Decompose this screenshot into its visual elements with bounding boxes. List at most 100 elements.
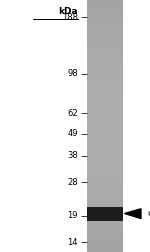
Bar [87, 16, 123, 18]
Bar [87, 43, 123, 44]
Bar [87, 51, 123, 52]
Bar [87, 171, 123, 172]
Bar [87, 210, 123, 211]
Bar [87, 201, 123, 203]
Bar [87, 4, 123, 5]
Bar [87, 105, 123, 106]
Bar [87, 185, 123, 186]
Bar [87, 214, 123, 215]
Bar [87, 251, 123, 252]
Bar [87, 234, 123, 236]
Bar [87, 77, 123, 79]
Bar [87, 5, 123, 6]
Bar [87, 100, 123, 101]
Bar [87, 152, 123, 153]
Bar [87, 158, 123, 160]
Bar [87, 243, 123, 244]
Bar [87, 193, 123, 194]
Bar [87, 248, 123, 249]
Bar [87, 239, 123, 241]
Bar [87, 56, 123, 57]
Bar [87, 29, 123, 30]
Bar [87, 73, 123, 75]
Bar [87, 33, 123, 34]
Bar [87, 207, 123, 221]
Bar [87, 98, 123, 99]
Bar [87, 247, 123, 248]
Bar [87, 90, 123, 91]
Bar [87, 186, 123, 187]
Bar [87, 228, 123, 229]
Bar [87, 194, 123, 195]
Bar [87, 177, 123, 179]
Bar [87, 101, 123, 103]
Bar [87, 61, 123, 62]
Bar [87, 119, 123, 120]
Bar [87, 62, 123, 63]
Bar [87, 151, 123, 152]
Bar [87, 136, 123, 137]
Bar [87, 71, 123, 72]
Bar [87, 32, 123, 33]
Bar [87, 94, 123, 95]
Bar [87, 242, 123, 243]
Text: 38: 38 [67, 151, 78, 160]
Bar [87, 65, 123, 66]
Text: 98: 98 [67, 69, 78, 78]
Bar [87, 23, 123, 24]
Text: 188: 188 [62, 13, 78, 22]
Bar [87, 30, 123, 32]
Text: kDa: kDa [58, 7, 78, 16]
Bar [87, 108, 123, 109]
Bar [87, 47, 123, 48]
Bar [87, 149, 123, 151]
Bar [87, 34, 123, 36]
Bar [87, 133, 123, 134]
Bar [87, 103, 123, 104]
Bar [87, 223, 123, 224]
Bar [87, 36, 123, 37]
Bar [87, 13, 123, 14]
Bar [87, 72, 123, 73]
Bar [87, 10, 123, 11]
Bar [87, 92, 123, 94]
Bar [87, 127, 123, 128]
Bar [87, 143, 123, 144]
Bar [87, 48, 123, 49]
Bar [87, 225, 123, 227]
Bar [87, 181, 123, 182]
Bar [87, 53, 123, 54]
Bar [87, 80, 123, 81]
Bar [87, 89, 123, 90]
Bar [87, 180, 123, 181]
Bar [87, 1, 123, 3]
Bar [87, 110, 123, 111]
Bar [87, 39, 123, 41]
Bar [87, 8, 123, 9]
Bar [87, 66, 123, 67]
Bar [87, 233, 123, 234]
Bar [87, 44, 123, 46]
Bar [87, 113, 123, 114]
Bar [87, 222, 123, 223]
Bar [87, 196, 123, 198]
Bar [87, 21, 123, 23]
Bar [87, 138, 123, 139]
Bar [87, 203, 123, 204]
Bar [87, 236, 123, 237]
Bar [87, 123, 123, 124]
Bar [87, 161, 123, 162]
Bar [87, 3, 123, 4]
Bar [87, 206, 123, 208]
Bar [87, 14, 123, 15]
Bar [87, 63, 123, 65]
Bar [87, 172, 123, 173]
Bar [87, 160, 123, 161]
Bar [87, 189, 123, 190]
Bar [87, 67, 123, 68]
Bar [87, 167, 123, 168]
Bar [87, 156, 123, 157]
Bar [87, 76, 123, 77]
Bar [87, 84, 123, 85]
Bar [87, 38, 123, 39]
